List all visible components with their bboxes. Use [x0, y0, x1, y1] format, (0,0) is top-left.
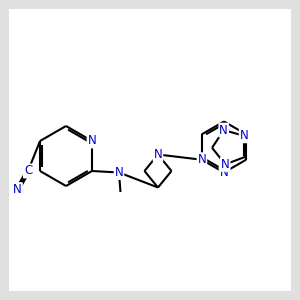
Text: N: N	[220, 166, 228, 179]
Text: N: N	[88, 134, 96, 148]
Text: N: N	[240, 129, 248, 142]
Text: N: N	[197, 153, 206, 166]
Text: C: C	[24, 164, 32, 178]
Text: N: N	[13, 183, 22, 196]
Text: N: N	[154, 148, 162, 161]
Text: N: N	[115, 166, 123, 179]
Text: N: N	[221, 158, 230, 171]
Text: N: N	[219, 124, 228, 136]
